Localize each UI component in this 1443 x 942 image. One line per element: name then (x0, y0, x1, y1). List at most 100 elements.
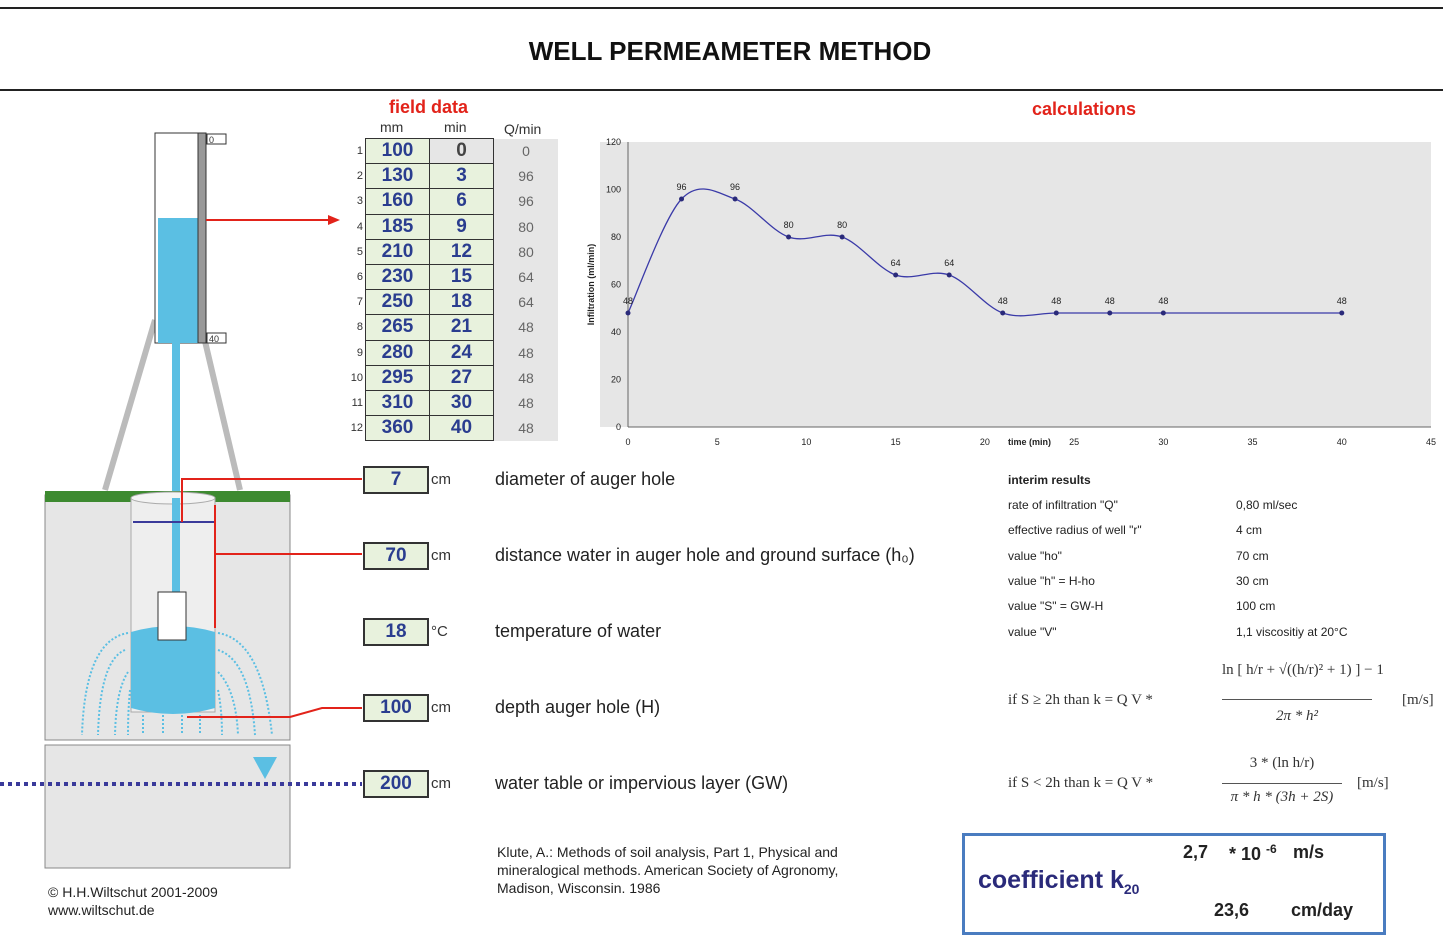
cell-min[interactable]: 24 (429, 339, 494, 366)
x-tick-label: 30 (1158, 437, 1168, 447)
cell-q: 0 (493, 138, 558, 164)
x-tick-label: 35 (1248, 437, 1258, 447)
table-row: 5 210 12 80 (345, 238, 558, 265)
cell-q: 64 (493, 289, 558, 315)
row-number: 6 (356, 271, 363, 284)
cell-q: 48 (493, 340, 558, 366)
tube-scale (197, 132, 207, 344)
input-field[interactable]: 18 (363, 618, 429, 646)
cell-min[interactable]: 6 (429, 188, 494, 215)
y-tick-label: 120 (606, 137, 621, 147)
cell-min[interactable]: 40 (429, 415, 494, 442)
cell-min[interactable]: 21 (429, 314, 494, 341)
table-row: 10 295 27 48 (345, 364, 558, 391)
cell-mm[interactable]: 185 (365, 213, 430, 240)
interim-label: value "S" = GW-H (1008, 599, 1104, 614)
table-row: 9 280 24 48 (345, 339, 558, 366)
interim-label: value "h" = H-ho (1008, 573, 1095, 588)
website-link[interactable]: www.wiltschut.de (48, 902, 155, 918)
input-unit: °C (431, 623, 448, 640)
cell-min[interactable]: 15 (429, 263, 494, 291)
cell-mm[interactable]: 360 (365, 415, 430, 442)
data-label: 48 (998, 296, 1008, 306)
cell-q: 48 (493, 415, 558, 441)
data-label: 48 (1105, 296, 1115, 306)
water-table-icon (253, 757, 277, 779)
coefficient-cm-day: 23,6 (1214, 900, 1250, 920)
top-rule (0, 7, 1443, 9)
cell-min[interactable]: 3 (429, 163, 494, 190)
calculations-heading: calculations (1032, 99, 1137, 119)
cell-q: 48 (493, 314, 558, 340)
input-field[interactable]: 7 (363, 466, 429, 494)
data-point (732, 196, 738, 202)
formula1-unit: [m/s] (1402, 692, 1434, 708)
cell-mm[interactable]: 250 (365, 289, 430, 316)
interim-value: 100 cm (1236, 599, 1276, 614)
input-label: distance water in auger hole and ground … (495, 545, 915, 565)
cell-mm[interactable]: 295 (365, 364, 430, 391)
input-unit: cm (431, 699, 451, 716)
formula2-denominator: π * h * (3h + 2S) (1230, 789, 1334, 805)
tripod-leg-left (102, 319, 158, 491)
input-label: water table or impervious layer (GW) (495, 773, 789, 793)
y-tick-label: 0 (616, 422, 621, 432)
table-row: 11 310 30 48 (345, 389, 558, 417)
cell-mm[interactable]: 160 (365, 188, 430, 215)
cell-mm[interactable]: 130 (365, 163, 430, 190)
cell-q: 48 (493, 390, 558, 416)
float (157, 591, 187, 641)
coefficient-mantissa: 2,7 (1183, 842, 1209, 862)
cell-mm[interactable]: 230 (365, 263, 430, 291)
y-tick-label: 60 (611, 280, 621, 290)
data-point (625, 310, 631, 316)
y-tick-label: 40 (611, 327, 621, 337)
interim-heading: interim results (1008, 473, 1091, 487)
y-tick-label: 80 (611, 232, 621, 242)
input-unit: cm (431, 775, 451, 792)
coefficient-exponent: * 10 -6 (1229, 842, 1277, 864)
data-point (839, 234, 845, 240)
cell-mm[interactable]: 100 (365, 137, 430, 165)
x-tick-label: 10 (801, 437, 811, 447)
data-point (1339, 310, 1345, 316)
cell-mm[interactable]: 210 (365, 238, 430, 265)
permeameter-diagram: 0 40 (0, 132, 362, 869)
cell-min[interactable]: 9 (429, 213, 494, 240)
reference-text: Klute, A.: Methods of soil analysis, Par… (497, 844, 839, 896)
row-number: 10 (350, 371, 363, 384)
data-point (1160, 310, 1166, 316)
cell-min[interactable]: 18 (429, 289, 494, 316)
data-point (1107, 310, 1113, 316)
input-field[interactable]: 70 (363, 542, 429, 570)
input-field[interactable]: 200 (363, 770, 429, 798)
cell-min[interactable]: 0 (429, 137, 494, 165)
cell-min[interactable]: 27 (429, 364, 494, 391)
cell-q: 48 (493, 365, 558, 391)
page-title: WELL PERMEAMETER METHOD (528, 36, 932, 66)
x-tick-label: 45 (1426, 437, 1436, 447)
x-tick-label: 0 (625, 437, 630, 447)
formula1-numerator: ln [ h/r + √((h/r)² + 1) ] − 1 (1222, 662, 1384, 678)
coefficient-label: coefficient k20 (978, 866, 1140, 897)
fraction-bar (1222, 783, 1342, 784)
cell-q: 80 (493, 214, 558, 240)
table-row: 4 185 9 80 (345, 213, 558, 240)
x-tick-label: 40 (1337, 437, 1347, 447)
cell-min[interactable]: 12 (429, 238, 494, 265)
y-tick-label: 20 (611, 375, 621, 385)
input-field[interactable]: 100 (363, 694, 429, 722)
cell-mm[interactable]: 280 (365, 339, 430, 366)
row-number: 2 (356, 170, 363, 183)
hole-water (131, 626, 215, 714)
col-mm: mm (380, 119, 404, 135)
cell-min[interactable]: 30 (429, 389, 494, 417)
data-label: 48 (1158, 296, 1168, 306)
data-point (946, 272, 952, 278)
scale-top-label: 0 (209, 135, 214, 145)
input-label: depth auger hole (H) (495, 697, 661, 717)
scale-bottom-label: 40 (209, 334, 219, 344)
cell-mm[interactable]: 265 (365, 314, 430, 341)
cell-mm[interactable]: 310 (365, 389, 430, 417)
row-number: 9 (356, 346, 363, 359)
